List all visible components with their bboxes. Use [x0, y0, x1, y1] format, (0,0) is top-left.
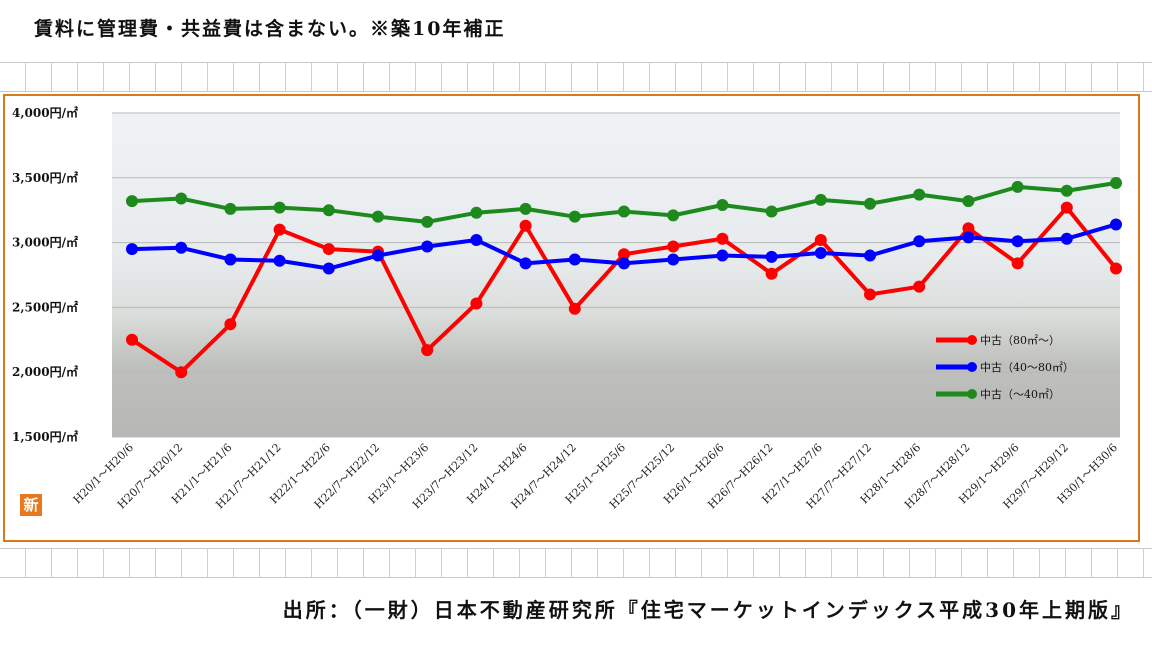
header-grid-strip — [0, 62, 1152, 92]
legend-marker — [967, 362, 977, 372]
legend-label: 中古（40～80㎡） — [980, 361, 1074, 374]
data-point — [519, 202, 532, 215]
y-axis-ticks: 4,000円/㎡ 3,500円/㎡ 3,000円/㎡ 2,500円/㎡ 2,000円/㎡… — [12, 105, 78, 444]
data-point — [667, 209, 680, 222]
data-point — [1060, 184, 1073, 197]
data-point — [568, 302, 581, 315]
data-point — [372, 249, 384, 262]
data-point — [913, 280, 926, 293]
data-point — [175, 366, 188, 379]
data-point — [470, 206, 483, 219]
data-point — [913, 188, 926, 201]
data-point — [814, 246, 827, 259]
data-point — [273, 254, 286, 267]
data-point — [273, 223, 286, 236]
series-lines — [126, 176, 1122, 379]
gridlines — [112, 112, 1120, 438]
y-tick-label: 3,000円/㎡ — [12, 235, 78, 250]
y-tick-label: 1,500円/㎡ — [12, 429, 78, 444]
data-point — [372, 210, 384, 223]
data-point — [864, 249, 876, 262]
data-point — [1060, 201, 1073, 214]
data-point — [1110, 176, 1122, 189]
data-point — [667, 240, 680, 253]
data-point — [716, 249, 729, 262]
data-point — [126, 333, 138, 346]
data-point — [224, 253, 237, 266]
data-point — [322, 243, 335, 256]
data-point — [913, 235, 926, 248]
data-point — [1011, 257, 1024, 270]
data-point — [1110, 262, 1122, 275]
data-point — [618, 248, 630, 261]
data-point — [568, 253, 581, 266]
data-point — [716, 232, 729, 245]
data-point — [962, 231, 975, 244]
data-point — [1011, 235, 1024, 248]
data-point — [421, 240, 434, 253]
data-point — [814, 234, 827, 247]
data-point — [519, 219, 532, 232]
data-point — [864, 197, 876, 210]
data-point — [470, 234, 483, 247]
legend-label: 中古（80㎡～） — [980, 334, 1060, 347]
data-point — [126, 243, 138, 256]
data-point — [322, 204, 335, 217]
data-point — [765, 267, 778, 280]
plot-background-photo — [112, 113, 1120, 437]
data-point — [224, 318, 237, 331]
data-point — [224, 202, 237, 215]
data-point — [1011, 180, 1024, 193]
y-tick-label: 4,000円/㎡ — [12, 105, 78, 120]
data-point — [568, 210, 581, 223]
data-point — [716, 199, 729, 212]
data-point — [519, 257, 532, 270]
footer-grid-strip — [0, 548, 1152, 578]
data-point — [765, 205, 778, 218]
data-point — [962, 195, 975, 208]
data-point — [421, 344, 434, 357]
data-point — [667, 253, 680, 266]
data-point — [962, 222, 975, 235]
source-citation: 出所：（一財）日本不動産研究所『住宅マーケットインデックス平成30年上期版』 — [282, 598, 1134, 622]
data-point — [273, 201, 286, 214]
data-point — [864, 288, 876, 301]
x-axis-ticks: H20/1～H20/6H20/7～H20/12H21/1～H21/6H21/7～… — [71, 441, 1120, 511]
data-point — [175, 192, 188, 205]
data-point — [1110, 218, 1122, 231]
data-point — [814, 193, 827, 206]
chart-note: 賃料に管理費・共益費は含まない。※築10年補正 — [34, 18, 506, 40]
data-point — [618, 257, 630, 270]
y-tick-label: 3,500円/㎡ — [12, 170, 78, 185]
data-point — [470, 297, 483, 310]
data-point — [765, 250, 778, 263]
data-point — [322, 262, 335, 275]
data-point — [126, 195, 138, 208]
data-point — [421, 215, 434, 228]
legend-marker — [967, 389, 977, 399]
y-tick-label: 2,500円/㎡ — [12, 299, 78, 314]
data-point — [1060, 232, 1073, 245]
legend-label: 中古（～40㎡） — [980, 388, 1060, 401]
legend: 中古（80㎡～） 中古（40～80㎡） 中古（～40㎡） — [936, 334, 1074, 401]
legend-marker — [967, 335, 977, 345]
new-badge: 新 — [20, 494, 42, 516]
data-point — [175, 241, 188, 254]
data-point — [618, 205, 630, 218]
y-tick-label: 2,000円/㎡ — [12, 364, 78, 379]
